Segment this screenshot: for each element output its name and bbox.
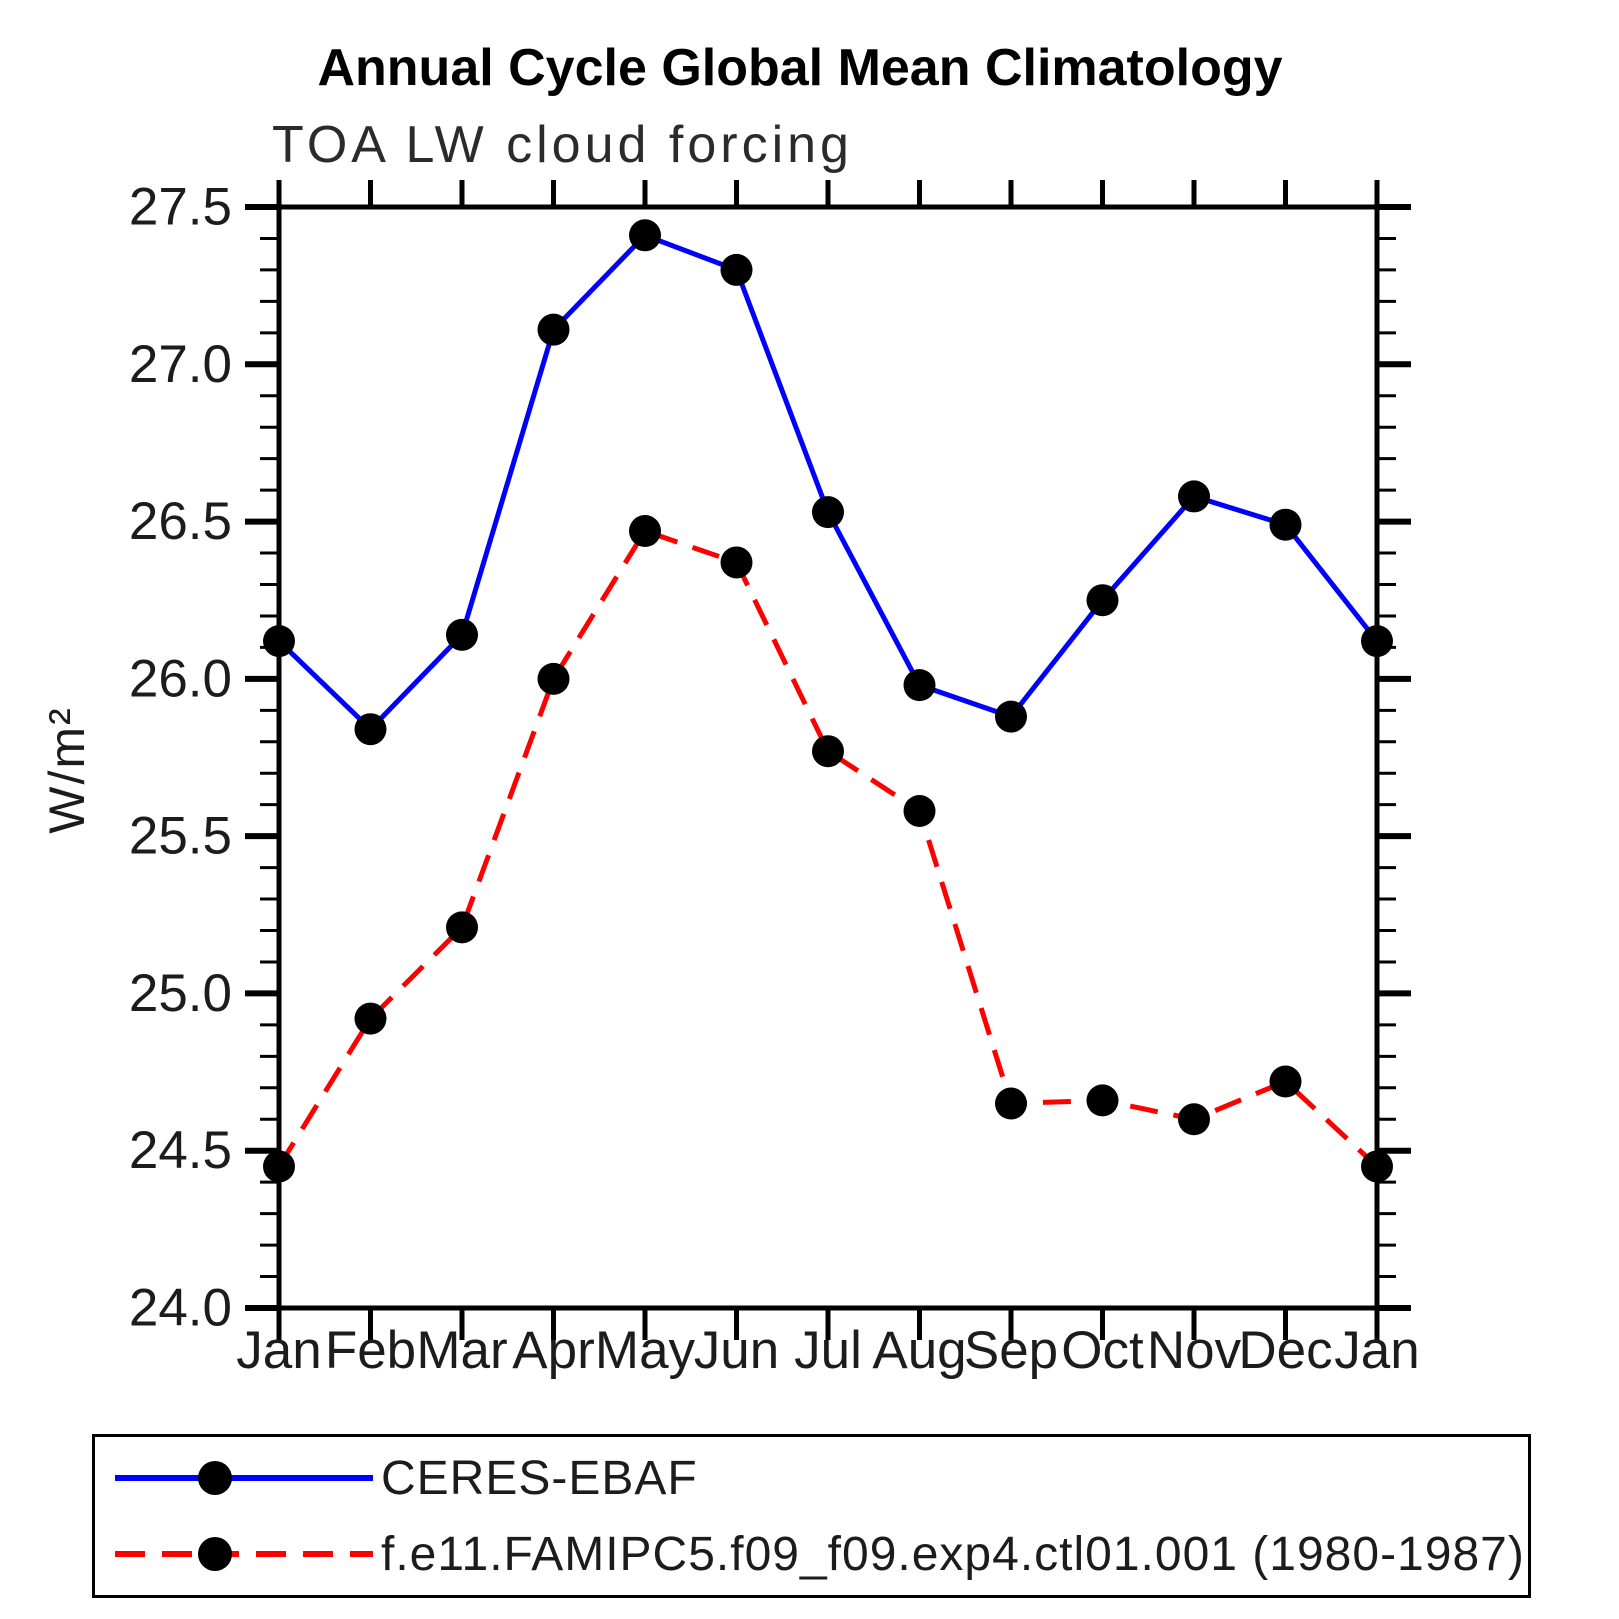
- legend-marker-icon: [198, 1461, 232, 1495]
- data-point-s0-8: [995, 700, 1027, 733]
- data-point-s1-2: [446, 911, 478, 944]
- x-tick-label: Dec: [1238, 1321, 1332, 1380]
- y-tick-label: 27.5: [129, 178, 232, 237]
- data-point-s1-4: [629, 515, 661, 548]
- x-tick-label: Sep: [964, 1321, 1058, 1380]
- data-point-s0-6: [812, 496, 844, 529]
- data-point-s1-8: [995, 1087, 1027, 1120]
- data-point-s1-5: [720, 546, 753, 579]
- series-line-0: [277, 232, 1379, 732]
- data-point-s1-3: [537, 662, 570, 695]
- y-tick-label: 25.5: [129, 807, 232, 866]
- chart-title: Annual Cycle Global Mean Climatology: [317, 39, 1282, 97]
- y-tick-label: 26.5: [129, 492, 232, 551]
- chart-subtitle: TOA LW cloud forcing: [272, 116, 853, 174]
- data-point-s0-7: [903, 669, 936, 702]
- data-point-s0-1: [354, 713, 387, 746]
- y-tick-label: 25.0: [129, 964, 232, 1023]
- legend-marker-icon: [198, 1537, 232, 1571]
- legend-label-model: f.e11.FAMIPC5.f09_f09.exp4.ctl01.001 (19…: [381, 1527, 1525, 1581]
- legend-dashed-line-sample: [115, 1537, 373, 1571]
- legend-item-model: f.e11.FAMIPC5.f09_f09.exp4.ctl01.001 (19…: [95, 1516, 1528, 1592]
- y-tick-label: 24.5: [129, 1121, 232, 1180]
- series-line-1: [276, 528, 1379, 1169]
- data-point-s0-10: [1178, 480, 1210, 513]
- data-point-s1-11: [1269, 1065, 1302, 1098]
- data-point-s0-3: [537, 313, 570, 346]
- x-tick-label: Mar: [416, 1321, 507, 1380]
- data-point-s0-5: [720, 253, 753, 286]
- data-point-s1-6: [812, 735, 844, 768]
- data-point-s1-7: [903, 794, 936, 827]
- line-chart: Annual Cycle Global Mean Climatology TOA…: [39, 39, 1420, 1381]
- x-tick-label: Jan: [236, 1321, 321, 1380]
- data-point-s1-0: [263, 1150, 295, 1183]
- data-point-s0-12: [1361, 625, 1393, 658]
- x-tick-label: Jun: [694, 1321, 779, 1380]
- legend: CERES-EBAF f.e11.FAMIPC5.f09_f09.exp4.ct…: [92, 1434, 1531, 1598]
- data-point-s1-1: [354, 1002, 387, 1035]
- x-tick-label: Jul: [794, 1321, 862, 1380]
- data-point-s1-9: [1086, 1084, 1119, 1117]
- data-point-s1-12: [1361, 1150, 1393, 1183]
- legend-label-ceres-ebaf: CERES-EBAF: [381, 1451, 698, 1505]
- data-point-s0-4: [629, 219, 661, 252]
- legend-item-ceres-ebaf: CERES-EBAF: [95, 1440, 1528, 1516]
- x-tick-label: Apr: [512, 1321, 594, 1380]
- data-point-s0-9: [1086, 584, 1119, 617]
- x-tick-label: Feb: [325, 1321, 416, 1380]
- x-tick-label: May: [595, 1321, 696, 1380]
- y-tick-label: 24.0: [129, 1279, 232, 1338]
- data-point-s0-0: [263, 625, 295, 658]
- x-tick-label: Aug: [872, 1321, 966, 1380]
- x-tick-label: Oct: [1061, 1321, 1144, 1380]
- x-tick-label: Jan: [1334, 1321, 1419, 1380]
- x-tick-label: Nov: [1147, 1321, 1242, 1380]
- data-point-s0-2: [446, 618, 478, 651]
- y-axis-label: W/m²: [39, 706, 95, 833]
- data-point-s1-10: [1178, 1103, 1210, 1136]
- y-tick-label: 26.0: [129, 649, 232, 708]
- legend-solid-line-sample: [115, 1461, 373, 1495]
- data-point-s0-11: [1269, 508, 1302, 541]
- y-tick-label: 27.0: [129, 335, 232, 394]
